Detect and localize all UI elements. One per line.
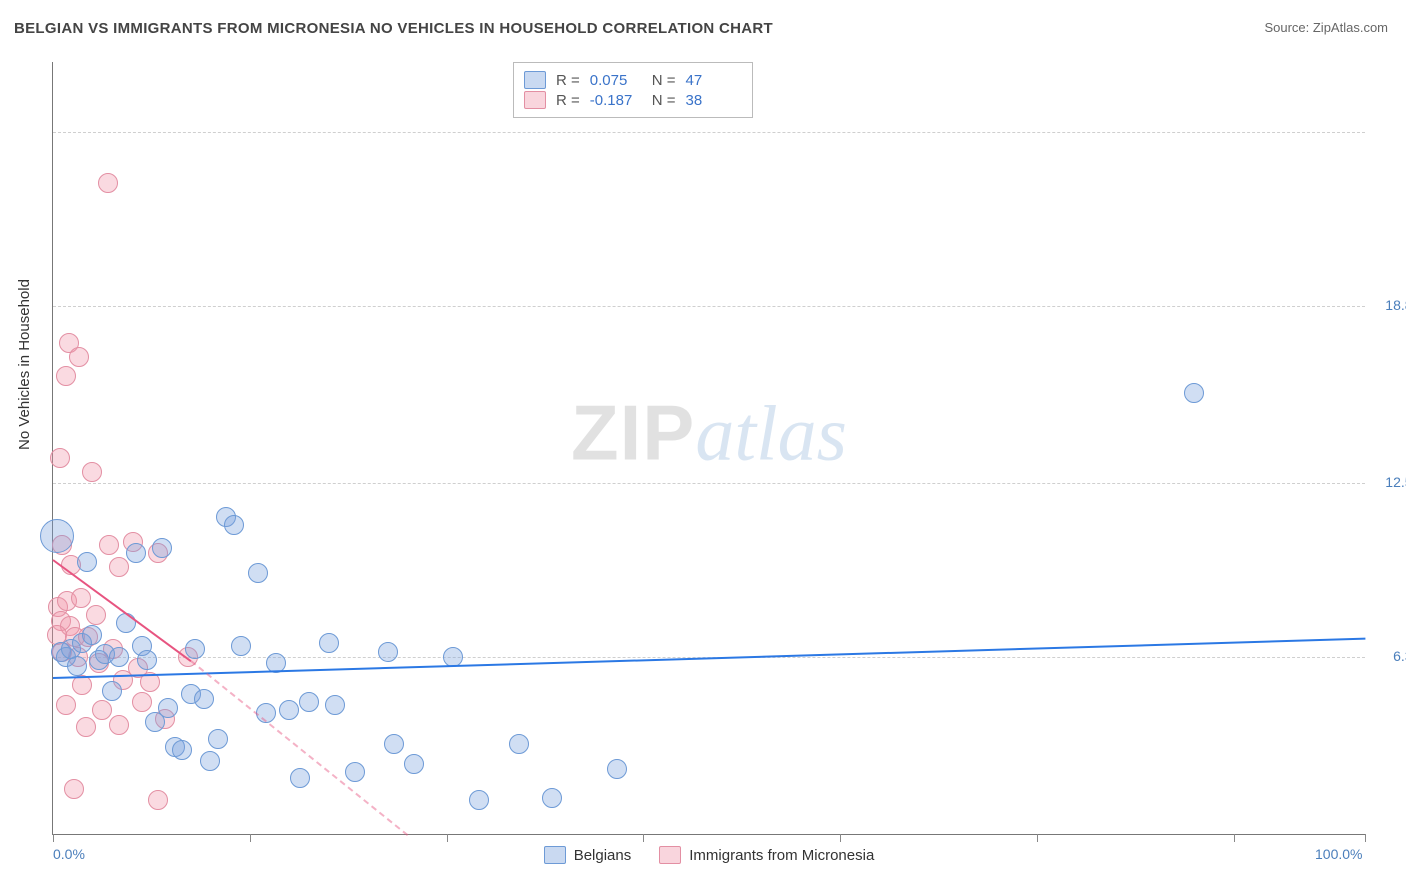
stats-row-series-a: R = 0.075 N = 47 [524,71,738,89]
swatch-series-b-icon [524,91,546,109]
x-tick [840,834,841,842]
x-tick [250,834,251,842]
x-tick [1365,834,1366,842]
x-tick [643,834,644,842]
data-point-series-a [384,734,404,754]
watermark-zip: ZIP [571,388,695,476]
data-point-series-a [82,625,102,645]
data-point-series-a [126,543,146,563]
data-point-series-a [116,613,136,633]
data-point-series-a [152,538,172,558]
y-axis-label: No Vehicles in Household [16,279,33,450]
data-point-series-a [231,636,251,656]
data-point-series-a [200,751,220,771]
swatch-series-b-icon [659,846,681,864]
data-point-series-b [71,588,91,608]
x-tick [53,834,54,842]
data-point-series-a [158,698,178,718]
data-point-series-a [40,519,74,553]
trendline-series-b-extrapolated [190,660,408,836]
x-tick [1037,834,1038,842]
data-point-series-b [92,700,112,720]
y-tick-label: 6.3% [1370,648,1406,664]
data-point-series-b [50,448,70,468]
r-label: R = [556,92,580,109]
data-point-series-a [208,729,228,749]
data-point-series-b [86,605,106,625]
data-point-series-b [76,717,96,737]
y-tick-label: 18.8% [1370,297,1406,313]
n-label: N = [652,92,676,109]
data-point-series-a [299,692,319,712]
data-point-series-a [194,689,214,709]
r-value-a: 0.075 [590,72,642,89]
legend-label-a: Belgians [574,847,632,864]
series-legend: Belgians Immigrants from Micronesia [53,846,1365,864]
watermark-atlas: atlas [695,389,847,476]
source-attribution: Source: ZipAtlas.com [1264,20,1388,35]
data-point-series-a [248,563,268,583]
data-point-series-a [469,790,489,810]
swatch-series-a-icon [544,846,566,864]
data-point-series-b [56,695,76,715]
data-point-series-a [345,762,365,782]
data-point-series-a [137,650,157,670]
n-value-a: 47 [686,72,738,89]
data-point-series-a [325,695,345,715]
data-point-series-b [56,366,76,386]
x-tick-label: 100.0% [1315,846,1362,862]
data-point-series-a [279,700,299,720]
y-gridline [53,132,1365,133]
data-point-series-b [109,715,129,735]
swatch-series-a-icon [524,71,546,89]
n-value-b: 38 [686,92,738,109]
data-point-series-a [77,552,97,572]
x-tick [447,834,448,842]
stats-row-series-b: R = -0.187 N = 38 [524,91,738,109]
r-label: R = [556,72,580,89]
data-point-series-a [172,740,192,760]
data-point-series-b [69,347,89,367]
data-point-series-a [509,734,529,754]
data-point-series-a [102,681,122,701]
data-point-series-a [378,642,398,662]
data-point-series-a [607,759,627,779]
data-point-series-a [290,768,310,788]
data-point-series-b [98,173,118,193]
data-point-series-a [224,515,244,535]
data-point-series-a [319,633,339,653]
data-point-series-b [109,557,129,577]
data-point-series-a [404,754,424,774]
data-point-series-b [148,790,168,810]
data-point-series-b [82,462,102,482]
n-label: N = [652,72,676,89]
legend-item-series-a: Belgians [544,846,632,864]
data-point-series-b [132,692,152,712]
y-tick-label: 12.5% [1370,474,1406,490]
data-point-series-a [185,639,205,659]
scatter-plot-area: ZIPatlas R = 0.075 N = 47 R = -0.187 N =… [52,62,1365,835]
legend-item-series-b: Immigrants from Micronesia [659,846,874,864]
watermark: ZIPatlas [571,387,847,478]
y-gridline [53,483,1365,484]
x-tick-label: 0.0% [53,846,85,862]
data-point-series-b [99,535,119,555]
y-gridline [53,306,1365,307]
data-point-series-a [67,656,87,676]
x-tick [1234,834,1235,842]
data-point-series-a [109,647,129,667]
data-point-series-a [542,788,562,808]
chart-title: BELGIAN VS IMMIGRANTS FROM MICRONESIA NO… [14,20,773,37]
data-point-series-a [1184,383,1204,403]
legend-label-b: Immigrants from Micronesia [689,847,874,864]
data-point-series-b [64,779,84,799]
correlation-stats-legend: R = 0.075 N = 47 R = -0.187 N = 38 [513,62,753,118]
r-value-b: -0.187 [590,92,642,109]
